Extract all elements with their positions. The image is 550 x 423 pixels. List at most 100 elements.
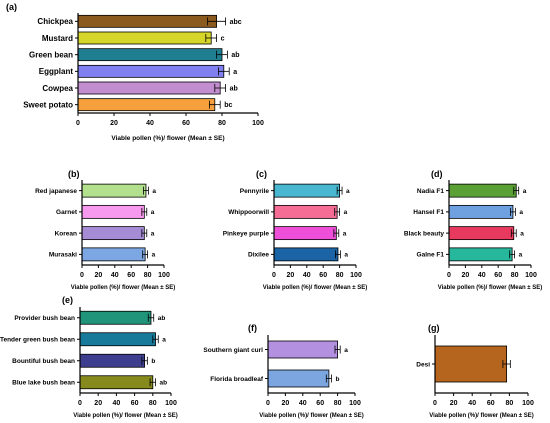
x-tick-label: 80 (506, 400, 514, 407)
significance-letter: ab (160, 380, 168, 387)
significance-letter: b (151, 358, 155, 365)
category-label: Blue lake bush bean (12, 380, 75, 387)
x-tick-label: 0 (80, 272, 84, 279)
bar (448, 204, 514, 219)
category-label: Sweet potato (23, 100, 73, 109)
significance-letter: abc (230, 19, 242, 26)
x-tick-label: 100 (165, 400, 177, 407)
bar (77, 64, 225, 78)
significance-letter: b (336, 376, 340, 383)
x-tick-label: 60 (319, 272, 327, 279)
x-tick-label: 60 (487, 400, 495, 407)
x-tick-label: 80 (149, 400, 157, 407)
category-label: Eggplant (39, 67, 74, 76)
bar (79, 332, 156, 347)
bar (79, 375, 154, 390)
x-tick-label: 40 (113, 400, 121, 407)
x-tick-label: 80 (218, 120, 226, 127)
category-label: Murasaki (49, 252, 77, 259)
category-label: Pennyrile (240, 188, 270, 195)
bar (273, 226, 337, 241)
panel-label: (b) (68, 169, 80, 179)
category-label: Green bean (29, 50, 73, 59)
bar (81, 226, 145, 241)
panel-g: (g) Desi 0 20 40 60 80 100 Viable pollen (%)/ fl… (416, 323, 534, 419)
bar (81, 247, 146, 262)
bar (81, 204, 145, 219)
bar (77, 81, 221, 95)
panel-d: (d) Nadia F1 a Hansel F1 a Black beauty a Galne… (404, 169, 542, 291)
x-tick-label: 0 (433, 400, 437, 407)
category-label: Korean (55, 230, 77, 237)
x-tick-label: 80 (336, 272, 344, 279)
bar (77, 14, 218, 28)
x-tick-label: 40 (478, 272, 486, 279)
panel-label: (g) (428, 323, 440, 333)
bar (267, 340, 338, 359)
category-label: Chickpea (37, 17, 73, 26)
panel-f: (f) Southern giant curl a Florida broadleaf… (203, 323, 363, 419)
x-tick-label: 80 (334, 400, 342, 407)
category-label: Southern giant curl (203, 347, 263, 354)
category-label: Provider bush bean (14, 315, 75, 322)
x-tick-label: 100 (350, 272, 362, 279)
bar (77, 98, 216, 112)
x-tick-label: 20 (110, 120, 118, 127)
x-axis-title: Viable pollen (%)/ flower (Mean ± SE) (111, 135, 224, 142)
category-label: Red japanese (35, 188, 77, 195)
bar (77, 31, 212, 45)
x-tick-label: 60 (131, 400, 139, 407)
x-axis-title: Viable pollen (%)/ flower (Mean ± SE) (429, 413, 534, 419)
significance-letter: a (343, 230, 347, 237)
x-tick-label: 100 (522, 400, 534, 407)
x-tick-label: 60 (316, 400, 324, 407)
x-tick-label: 80 (511, 272, 519, 279)
significance-letter: a (152, 188, 156, 195)
category-label: Garnet (56, 209, 78, 216)
x-tick-label: 40 (468, 400, 476, 407)
panel-c: (c) Pennyrile a Whippoorwill a Pinkeye purple… (223, 169, 368, 291)
x-tick-label: 0 (447, 272, 451, 279)
bar (273, 183, 340, 198)
x-tick-label: 40 (303, 272, 311, 279)
x-tick-label: 0 (78, 400, 82, 407)
significance-letter: a (523, 188, 527, 195)
x-axis-title: Viable pollen (%)/ flower (Mean ± SE) (263, 285, 368, 291)
x-axis-title: Viable pollen (%)/ flower (Mean ± SE) (259, 413, 364, 419)
bar (77, 48, 223, 62)
x-tick-label: 20 (287, 272, 295, 279)
x-tick-label: 40 (299, 400, 307, 407)
significance-letter: ab (230, 85, 238, 92)
significance-letter: a (152, 252, 156, 259)
x-tick-label: 20 (95, 272, 103, 279)
x-tick-label: 20 (462, 272, 470, 279)
panel-label: (f) (248, 323, 257, 333)
significance-letter: a (520, 230, 524, 237)
x-tick-label: 100 (158, 272, 170, 279)
category-label: Desi (416, 361, 430, 368)
x-tick-label: 20 (94, 400, 102, 407)
x-axis-title: Viable pollen (%)/ flower (Mean ± SE) (71, 285, 176, 291)
category-label: Dixilee (248, 252, 269, 259)
x-tick-label: 0 (76, 120, 80, 127)
x-tick-label: 60 (494, 272, 502, 279)
significance-letter: a (151, 209, 155, 216)
category-label: Cowpea (42, 84, 73, 93)
category-label: Hansel F1 (413, 209, 444, 216)
panel-label: (c) (256, 169, 267, 179)
significance-letter: a (519, 252, 523, 259)
category-label: Nadia F1 (417, 188, 444, 195)
x-axis-title: Viable pollen (%)/ flower (Mean ± SE) (73, 413, 178, 419)
bar (273, 204, 338, 219)
significance-letter: a (344, 252, 348, 259)
bar (81, 183, 147, 198)
panel-label: (d) (431, 169, 443, 179)
significance-letter: a (233, 69, 237, 76)
x-tick-label: 60 (182, 120, 190, 127)
x-tick-label: 100 (252, 120, 264, 127)
x-tick-label: 0 (272, 272, 276, 279)
significance-letter: a (344, 347, 348, 354)
x-axis-title: Viable pollen (%)/ flower (Mean ± SE) (438, 285, 543, 291)
